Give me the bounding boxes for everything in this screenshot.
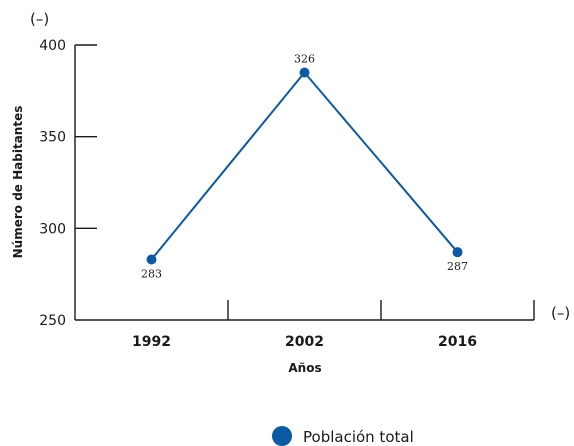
data-label: 283 [141,268,162,281]
y-tick-label: 300 [39,221,66,237]
y-tick-label: 400 [39,38,66,54]
y-ticks: 250 300 350 400 [39,38,97,329]
data-label: 287 [447,260,468,273]
data-point [299,67,310,78]
x-ticks: 1992 2002 2016 [132,300,535,350]
y-tick-label: 350 [39,130,66,146]
y-tick-label: 250 [39,313,66,329]
data-point [452,247,463,258]
data-label: 326 [294,53,315,66]
data-labels: 283 326 287 [141,53,468,281]
legend-label: Población total [303,428,414,446]
legend: Población total [272,426,414,446]
axes [74,45,534,321]
x-axis-title: Años [288,361,321,375]
y-unit-label: (–) [30,10,49,28]
x-tick-label: 1992 [132,334,171,350]
series-line [150,70,459,261]
x-tick-label: 2016 [438,334,477,350]
x-unit-label: (–) [551,304,570,322]
legend-marker [272,426,292,446]
x-tick-label: 2002 [285,334,324,350]
series-group [146,67,463,265]
y-axis-title: Número de Habitantes [11,106,25,259]
data-point [146,254,157,265]
